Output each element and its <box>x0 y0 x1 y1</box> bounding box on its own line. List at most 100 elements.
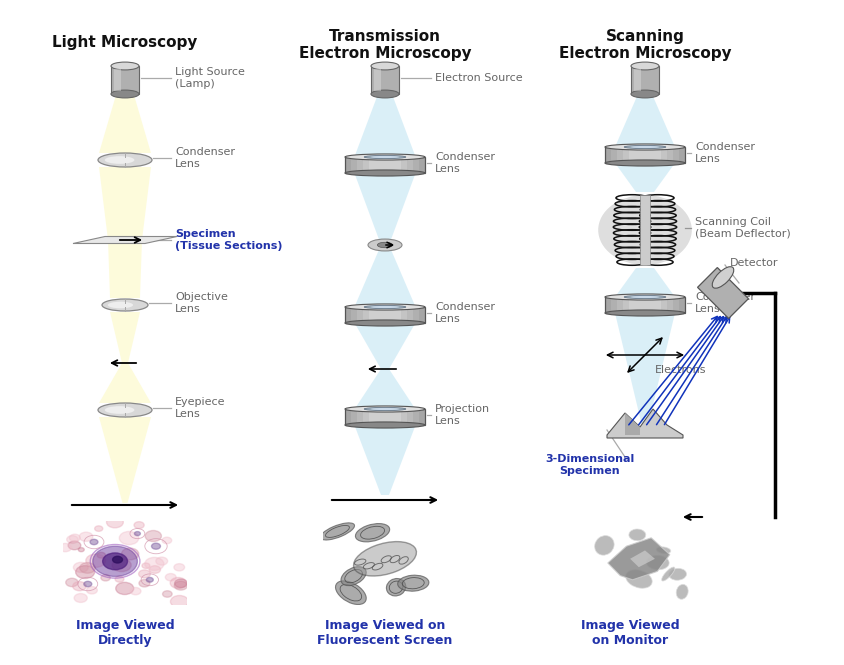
Ellipse shape <box>368 239 402 251</box>
Text: Scanning Coil
(Beam Deflector): Scanning Coil (Beam Deflector) <box>695 217 791 239</box>
FancyBboxPatch shape <box>114 69 121 91</box>
Circle shape <box>112 559 131 572</box>
FancyBboxPatch shape <box>605 297 685 313</box>
Circle shape <box>76 566 95 579</box>
Ellipse shape <box>321 523 354 540</box>
Circle shape <box>134 531 140 535</box>
Polygon shape <box>607 409 683 438</box>
Ellipse shape <box>605 144 685 150</box>
FancyBboxPatch shape <box>617 147 673 163</box>
FancyBboxPatch shape <box>345 307 425 323</box>
Ellipse shape <box>111 62 139 70</box>
Text: Condenser
Lens: Condenser Lens <box>695 142 755 164</box>
Polygon shape <box>615 163 675 192</box>
Text: Electron Source: Electron Source <box>435 73 522 83</box>
FancyBboxPatch shape <box>631 66 659 94</box>
Ellipse shape <box>669 569 686 581</box>
Polygon shape <box>99 167 151 240</box>
Polygon shape <box>625 413 640 435</box>
Ellipse shape <box>98 153 152 167</box>
Polygon shape <box>73 237 177 243</box>
Text: Condenser
Lens: Condenser Lens <box>695 292 755 314</box>
Ellipse shape <box>657 547 671 553</box>
Circle shape <box>122 548 138 560</box>
Polygon shape <box>110 312 140 363</box>
Ellipse shape <box>629 529 646 541</box>
FancyBboxPatch shape <box>640 195 650 265</box>
FancyBboxPatch shape <box>111 66 139 94</box>
FancyBboxPatch shape <box>345 409 425 425</box>
Polygon shape <box>99 363 151 403</box>
Ellipse shape <box>355 523 390 542</box>
Ellipse shape <box>371 306 399 308</box>
FancyBboxPatch shape <box>351 307 419 323</box>
FancyBboxPatch shape <box>345 157 425 173</box>
Circle shape <box>152 543 160 549</box>
FancyBboxPatch shape <box>357 307 413 323</box>
Ellipse shape <box>365 156 406 158</box>
Text: Detector: Detector <box>730 258 778 268</box>
Polygon shape <box>99 95 151 153</box>
Ellipse shape <box>371 156 399 158</box>
Text: Specimen
(Tissue Sections): Specimen (Tissue Sections) <box>175 229 283 251</box>
Circle shape <box>68 541 81 550</box>
Circle shape <box>84 581 92 587</box>
Polygon shape <box>615 268 675 297</box>
Circle shape <box>66 579 78 587</box>
Circle shape <box>103 553 127 570</box>
Polygon shape <box>354 369 416 410</box>
Ellipse shape <box>365 305 406 309</box>
Ellipse shape <box>345 154 425 160</box>
Polygon shape <box>108 240 142 298</box>
Ellipse shape <box>631 146 659 148</box>
Circle shape <box>106 517 123 528</box>
FancyBboxPatch shape <box>629 297 661 313</box>
Text: Projection
Lens: Projection Lens <box>435 404 490 426</box>
Ellipse shape <box>631 90 659 98</box>
Polygon shape <box>99 417 151 503</box>
Circle shape <box>170 577 187 589</box>
Circle shape <box>139 579 150 587</box>
FancyBboxPatch shape <box>357 157 413 173</box>
Ellipse shape <box>676 585 688 599</box>
Ellipse shape <box>605 294 685 300</box>
Text: Light Source
(Lamp): Light Source (Lamp) <box>175 67 245 89</box>
FancyBboxPatch shape <box>371 66 399 94</box>
Text: Image Viewed
on Monitor: Image Viewed on Monitor <box>581 619 679 647</box>
FancyBboxPatch shape <box>351 157 419 173</box>
FancyBboxPatch shape <box>357 409 413 425</box>
Circle shape <box>78 548 84 552</box>
Polygon shape <box>615 313 675 430</box>
Circle shape <box>130 587 141 595</box>
Ellipse shape <box>595 535 614 555</box>
FancyBboxPatch shape <box>634 69 641 91</box>
Ellipse shape <box>625 570 652 589</box>
Ellipse shape <box>371 408 399 410</box>
Ellipse shape <box>336 581 366 604</box>
Ellipse shape <box>398 575 429 591</box>
Text: Objective
Lens: Objective Lens <box>175 292 228 314</box>
Circle shape <box>67 535 78 543</box>
Circle shape <box>86 554 106 567</box>
Circle shape <box>142 563 150 569</box>
Text: Condenser
Lens: Condenser Lens <box>435 152 495 174</box>
Ellipse shape <box>712 267 733 288</box>
Ellipse shape <box>631 62 659 70</box>
FancyBboxPatch shape <box>629 147 661 163</box>
Text: 3-Dimensional
Specimen: 3-Dimensional Specimen <box>545 454 635 475</box>
FancyBboxPatch shape <box>369 307 401 323</box>
Circle shape <box>95 526 103 531</box>
Ellipse shape <box>98 403 152 417</box>
Circle shape <box>165 573 176 581</box>
Circle shape <box>116 583 133 595</box>
Circle shape <box>73 582 86 591</box>
FancyBboxPatch shape <box>605 147 685 163</box>
Circle shape <box>174 581 187 590</box>
Ellipse shape <box>365 408 406 410</box>
Circle shape <box>162 537 171 544</box>
Polygon shape <box>354 94 416 158</box>
Ellipse shape <box>345 304 425 310</box>
Ellipse shape <box>662 567 675 581</box>
Circle shape <box>101 575 111 581</box>
Ellipse shape <box>377 242 392 248</box>
